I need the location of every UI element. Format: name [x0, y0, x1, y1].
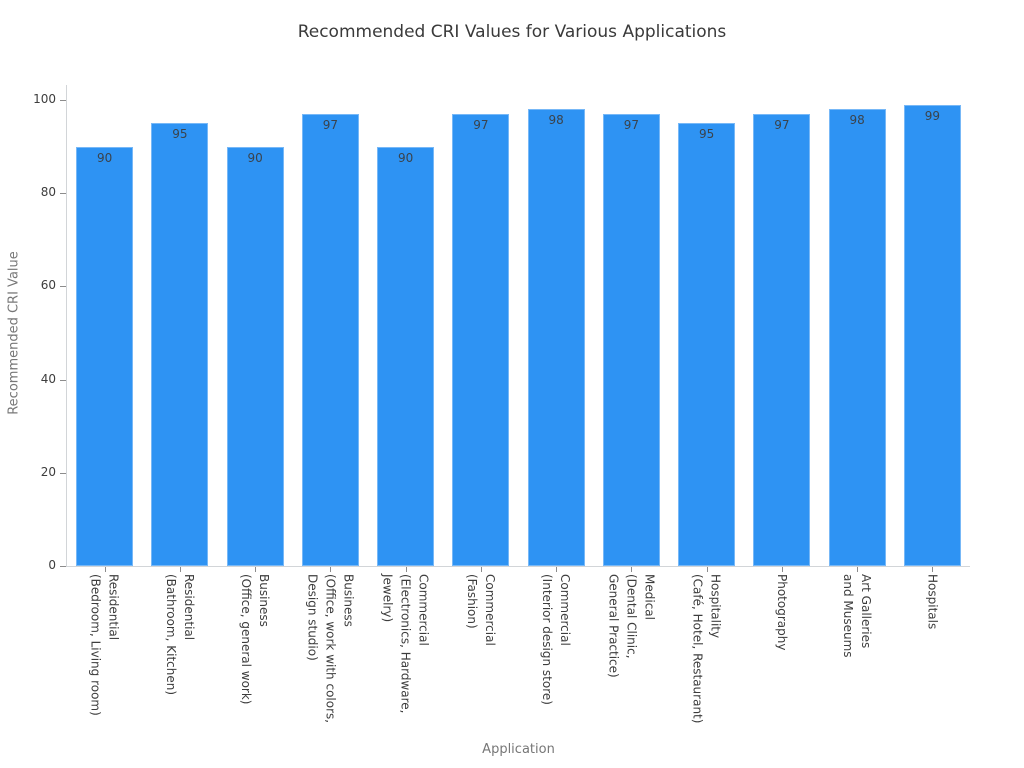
- bar-value-label: 90: [96, 150, 113, 165]
- y-tick-label: 0: [48, 558, 56, 572]
- bar: [301, 113, 359, 566]
- bar: [903, 104, 961, 566]
- bar: [753, 113, 811, 566]
- x-tick-mark: [330, 567, 332, 572]
- x-tick-label: Art Galleries and Museums: [841, 574, 874, 658]
- x-tick-label: Commercial (Fashion): [464, 574, 497, 646]
- bar: [452, 113, 510, 566]
- y-tick-label: 80: [40, 185, 56, 200]
- x-axis-spine: [66, 566, 970, 567]
- bar: [828, 109, 886, 566]
- y-tick-mark: [60, 286, 66, 288]
- chart-title: Recommended CRI Values for Various Appli…: [297, 22, 727, 42]
- x-tick-label: Hospitality (Café, Hotel, Restaurant): [690, 574, 723, 724]
- x-tick-mark: [480, 567, 482, 572]
- bar-value-label: 95: [698, 127, 715, 142]
- x-tick-label: Commercial (Electronics, Hardware, Jewel…: [380, 574, 431, 714]
- x-tick-label: Medical (Dental Clinic, General Practice…: [606, 574, 657, 678]
- x-tick-label: Business (Office, general work): [239, 574, 272, 705]
- y-tick-label: 100: [33, 92, 56, 106]
- x-tick-label: Business (Office, work with colors, Desi…: [305, 574, 356, 724]
- x-tick-label: Commercial (Interior design store): [540, 574, 573, 705]
- x-tick-mark: [104, 567, 106, 572]
- x-axis-title: Application: [482, 742, 555, 757]
- x-tick-mark: [255, 567, 257, 572]
- bar-value-label: 98: [548, 113, 564, 128]
- y-tick-label: 20: [40, 464, 56, 479]
- bar-value-label: 90: [247, 150, 263, 165]
- bar-value-label: 97: [473, 117, 489, 132]
- bar-value-label: 99: [924, 108, 941, 123]
- bar: [527, 109, 585, 566]
- y-tick-mark: [60, 379, 66, 381]
- bar: [76, 146, 134, 566]
- x-tick-mark: [556, 567, 558, 572]
- bar-value-label: 97: [623, 117, 640, 132]
- x-tick-mark: [781, 567, 783, 572]
- x-tick-label: Photography: [774, 574, 789, 651]
- bar: [678, 123, 736, 566]
- x-tick-mark: [706, 567, 708, 572]
- x-tick-label: Residential (Bathroom, Kitchen): [163, 574, 196, 696]
- x-tick-mark: [179, 567, 181, 572]
- bar: [602, 113, 660, 566]
- x-tick-mark: [405, 567, 407, 572]
- bar-value-label: 98: [849, 113, 865, 128]
- bar: [151, 123, 209, 566]
- y-tick-mark: [60, 472, 66, 474]
- x-tick-mark: [857, 567, 859, 572]
- y-tick-label: 40: [40, 371, 56, 386]
- x-tick-mark: [932, 567, 934, 572]
- y-tick-mark: [60, 566, 66, 567]
- bar-value-label: 97: [774, 117, 790, 132]
- bar: [226, 146, 284, 566]
- bar: [377, 146, 435, 566]
- bar-value-label: 95: [172, 127, 188, 142]
- y-tick-label: 60: [40, 278, 56, 293]
- y-tick-mark: [60, 193, 66, 195]
- bar-value-label: 90: [397, 150, 414, 165]
- y-tick-mark: [60, 100, 66, 101]
- x-tick-label: Hospitals: [925, 574, 940, 630]
- x-tick-label: Residential (Bedroom, Living room): [88, 574, 121, 716]
- y-axis-spine: [66, 85, 67, 567]
- y-axis-title: Recommended CRI Value: [6, 251, 22, 415]
- bar-value-label: 97: [322, 117, 339, 132]
- x-tick-mark: [631, 567, 633, 572]
